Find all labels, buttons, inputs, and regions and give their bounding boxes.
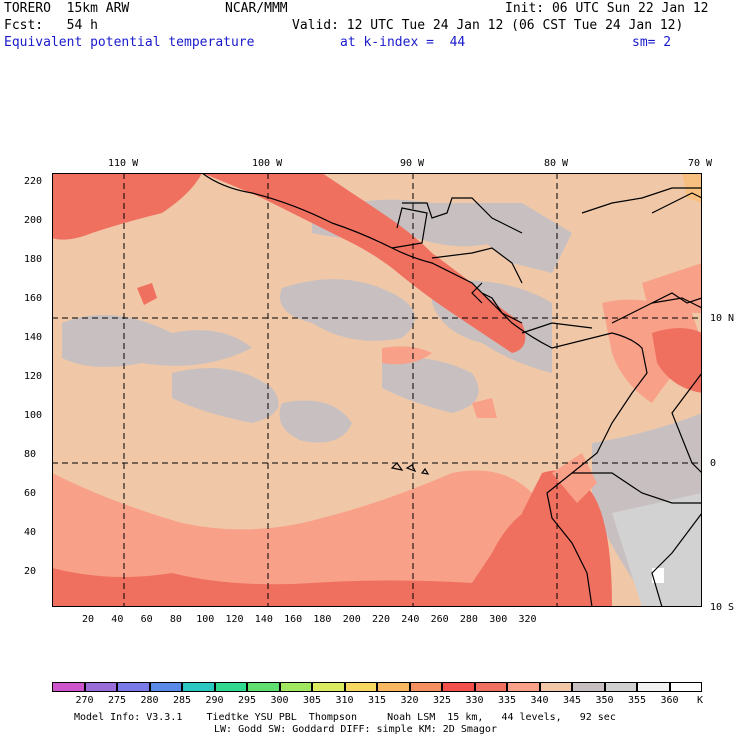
y-tick-label: 20 — [24, 566, 37, 577]
level-label: at k-index = 44 — [340, 35, 466, 50]
colorbar-label: 330 — [465, 695, 484, 706]
model-name: TORERO 15km ARW — [4, 1, 130, 16]
x-tick-label: 160 — [284, 614, 303, 625]
colorbar-label: 325 — [433, 695, 452, 706]
field-south-band — [52, 470, 612, 607]
colorbar-swatch — [182, 682, 215, 692]
colorbar-label: 335 — [498, 695, 517, 706]
y-tick-label: 200 — [24, 215, 43, 226]
lat-label-10n: 10 N — [710, 313, 735, 324]
y-tick-label: 100 — [24, 410, 43, 421]
colorbar-swatch — [572, 682, 605, 692]
x-tick-label: 180 — [313, 614, 332, 625]
x-tick-label: 120 — [225, 614, 244, 625]
valid-time: Valid: 12 UTC Tue 24 Jan 12 (06 CST Tue … — [292, 18, 684, 33]
x-tick-label: 300 — [489, 614, 508, 625]
x-tick-label: 140 — [254, 614, 273, 625]
footer-physics-info: LW: Godd SW: Goddard DIFF: simple KM: 2D… — [214, 724, 497, 735]
lon-label-90w: 90 W — [400, 158, 425, 169]
colorbar-swatch — [604, 682, 637, 692]
colorbar-swatch — [409, 682, 442, 692]
field-name: Equivalent potential temperature — [4, 35, 255, 50]
x-tick-label: 320 — [518, 614, 537, 625]
colorbar-swatch — [507, 682, 540, 692]
colorbar-swatch — [312, 682, 345, 692]
colorbar — [52, 682, 702, 692]
colorbar-label: 280 — [140, 695, 159, 706]
colorbar-swatch — [149, 682, 182, 692]
colorbar-swatch — [474, 682, 507, 692]
x-tick-label: 240 — [401, 614, 420, 625]
lat-lon-grid — [52, 173, 702, 607]
colorbar-label: 310 — [335, 695, 354, 706]
colorbar-label: 350 — [595, 695, 614, 706]
colorbar-label: 355 — [628, 695, 647, 706]
colorbar-swatch — [214, 682, 247, 692]
x-tick-label: 20 — [82, 614, 95, 625]
colorbar-label: 300 — [270, 695, 289, 706]
colorbar-label: 340 — [530, 695, 549, 706]
y-tick-label: 140 — [24, 332, 43, 343]
lon-label-70w: 70 W — [688, 158, 713, 169]
colorbar-swatch — [247, 682, 280, 692]
colorbar-swatch — [637, 682, 670, 692]
colorbar-label: 270 — [75, 695, 94, 706]
colorbar-label: 345 — [563, 695, 582, 706]
map-panel — [52, 172, 703, 608]
colorbar-label: 315 — [368, 695, 387, 706]
colorbar-swatch — [279, 682, 312, 692]
lon-label-110w: 110 W — [108, 158, 139, 169]
x-tick-label: 80 — [169, 614, 182, 625]
lon-label-100w: 100 W — [252, 158, 283, 169]
x-tick-label: 260 — [430, 614, 449, 625]
footer-model-info: Model Info: V3.3.1 Tiedtke YSU PBL Thomp… — [74, 712, 616, 723]
field-south-red — [52, 503, 592, 607]
y-tick-label: 80 — [24, 449, 37, 460]
colorbar-swatch — [344, 682, 377, 692]
x-tick-label: 40 — [111, 614, 124, 625]
y-tick-label: 180 — [24, 254, 43, 265]
colorbar-swatch — [539, 682, 572, 692]
x-tick-label: 280 — [459, 614, 478, 625]
y-tick-label: 40 — [24, 527, 37, 538]
smoothing-label: sm= 2 — [632, 35, 672, 50]
org-label: NCAR/MMM — [225, 1, 288, 16]
y-tick-label: 120 — [24, 371, 43, 382]
field-red-regions — [52, 173, 702, 418]
colorbar-swatch — [377, 682, 410, 692]
colorbar-label: 285 — [173, 695, 192, 706]
lat-label-0: 0 — [710, 458, 717, 469]
colorbar-swatch — [442, 682, 475, 692]
colorbar-label: 295 — [238, 695, 257, 706]
x-tick-label: 60 — [140, 614, 153, 625]
y-tick-label: 160 — [24, 293, 43, 304]
colorbar-swatch — [669, 682, 702, 692]
colorbar-swatch — [84, 682, 117, 692]
x-tick-label: 100 — [196, 614, 215, 625]
colorbar-label: 360 — [660, 695, 679, 706]
lon-label-80w: 80 W — [544, 158, 569, 169]
colorbar-label: 275 — [108, 695, 127, 706]
colorbar-swatch — [117, 682, 150, 692]
x-tick-label: 220 — [372, 614, 391, 625]
x-tick-label: 200 — [342, 614, 361, 625]
init-time: Init: 06 UTC Sun 22 Jan 12 — [505, 1, 709, 16]
colorbar-label: 290 — [205, 695, 224, 706]
y-tick-label: 60 — [24, 488, 37, 499]
y-tick-label: 220 — [24, 176, 43, 187]
colorbar-label: 320 — [400, 695, 419, 706]
colorbar-swatch — [52, 682, 85, 692]
lat-label-10s: 10 S — [710, 602, 735, 613]
colorbar-label: 305 — [303, 695, 322, 706]
forecast-hour: Fcst: 54 h — [4, 18, 98, 33]
colorbar-unit: K — [697, 695, 704, 706]
